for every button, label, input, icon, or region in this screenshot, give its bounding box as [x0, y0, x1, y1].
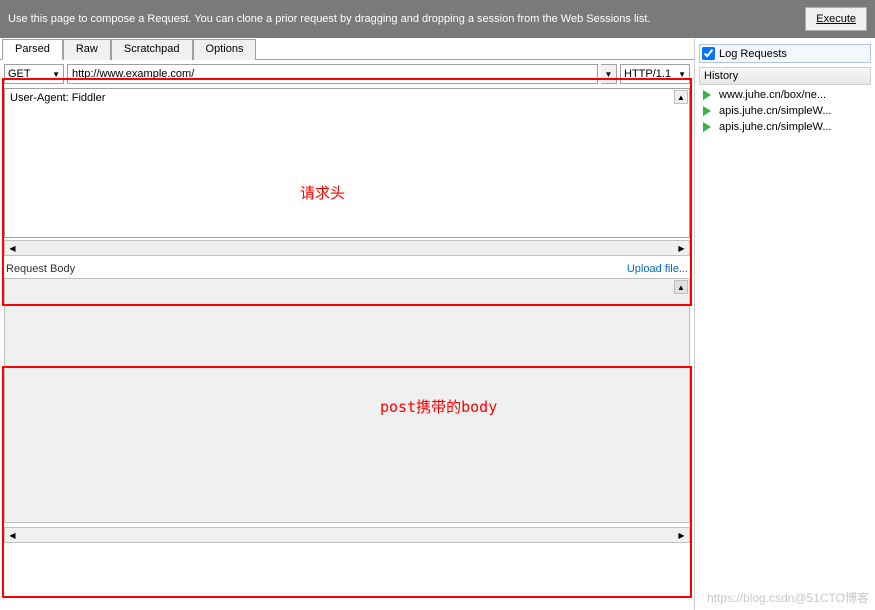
- history-panel: Log Requests History www.juhe.cn/box/ne.…: [695, 38, 875, 610]
- chevron-down-icon: ▼: [678, 70, 686, 79]
- request-icon: [703, 90, 716, 101]
- history-item[interactable]: www.juhe.cn/box/ne...: [699, 87, 871, 103]
- request-body-header: Request Body Upload file...: [0, 260, 694, 278]
- execute-button[interactable]: Exxecute: [805, 7, 867, 31]
- top-instruction-bar: Use this page to compose a Request. You …: [0, 0, 875, 38]
- url-input[interactable]: [67, 64, 598, 84]
- tab-options[interactable]: Options: [193, 39, 257, 60]
- history-item-label: apis.juhe.cn/simpleW...: [719, 105, 832, 117]
- composer-tabs: Parsed Raw Scratchpad Options: [0, 38, 694, 60]
- tab-raw[interactable]: Raw: [63, 39, 111, 60]
- chevron-down-icon: ▼: [605, 70, 613, 79]
- tab-parsed[interactable]: Parsed: [2, 39, 63, 60]
- request-headers-textarea[interactable]: User-Agent: Fiddler ▲: [4, 88, 690, 238]
- request-body-textarea[interactable]: ▲: [4, 278, 690, 523]
- http-protocol-dropdown[interactable]: HTTP/1.1 ▼: [620, 64, 690, 84]
- horizontal-scrollbar[interactable]: ◀ ▶: [4, 527, 690, 543]
- http-method-dropdown[interactable]: GET ▼: [4, 64, 64, 84]
- tab-scratchpad[interactable]: Scratchpad: [111, 39, 193, 60]
- request-body-label: Request Body: [6, 263, 75, 275]
- request-line: GET ▼ ▼ HTTP/1.1 ▼: [0, 60, 694, 88]
- history-item[interactable]: apis.juhe.cn/simpleW...: [699, 103, 871, 119]
- request-icon: [703, 122, 716, 133]
- instruction-text: Use this page to compose a Request. You …: [8, 13, 805, 25]
- upload-file-link[interactable]: Upload file...: [627, 263, 688, 275]
- scroll-up-button[interactable]: ▲: [674, 90, 688, 104]
- annotation-text-headers: 请求头: [300, 182, 345, 203]
- history-item[interactable]: apis.juhe.cn/simpleW...: [699, 119, 871, 135]
- chevron-down-icon: ▼: [52, 70, 60, 79]
- log-requests-row: Log Requests: [699, 44, 871, 63]
- composer-panel: Parsed Raw Scratchpad Options GET ▼ ▼ HT…: [0, 38, 695, 610]
- history-list: www.juhe.cn/box/ne... apis.juhe.cn/simpl…: [699, 85, 871, 137]
- scroll-right-button[interactable]: ▶: [674, 241, 689, 255]
- scroll-left-button[interactable]: ◀: [5, 528, 20, 542]
- url-dropdown-button[interactable]: ▼: [601, 64, 617, 84]
- watermark-text: https://blog.csdn@51CTO博客: [707, 589, 869, 606]
- http-protocol-value: HTTP/1.1: [624, 68, 671, 80]
- log-requests-label: Log Requests: [719, 48, 787, 60]
- history-item-label: www.juhe.cn/box/ne...: [719, 89, 826, 101]
- scroll-right-button[interactable]: ▶: [674, 528, 689, 542]
- horizontal-scrollbar[interactable]: ◀ ▶: [4, 240, 690, 256]
- request-icon: [703, 106, 716, 117]
- history-item-label: apis.juhe.cn/simpleW...: [719, 121, 832, 133]
- log-requests-checkbox[interactable]: [702, 47, 715, 60]
- scroll-left-button[interactable]: ◀: [5, 241, 20, 255]
- history-header: History: [699, 67, 871, 85]
- annotation-text-body: post携带的body: [380, 396, 497, 417]
- headers-content: User-Agent: Fiddler: [10, 92, 105, 104]
- http-method-value: GET: [8, 68, 31, 80]
- scroll-up-button[interactable]: ▲: [674, 280, 688, 294]
